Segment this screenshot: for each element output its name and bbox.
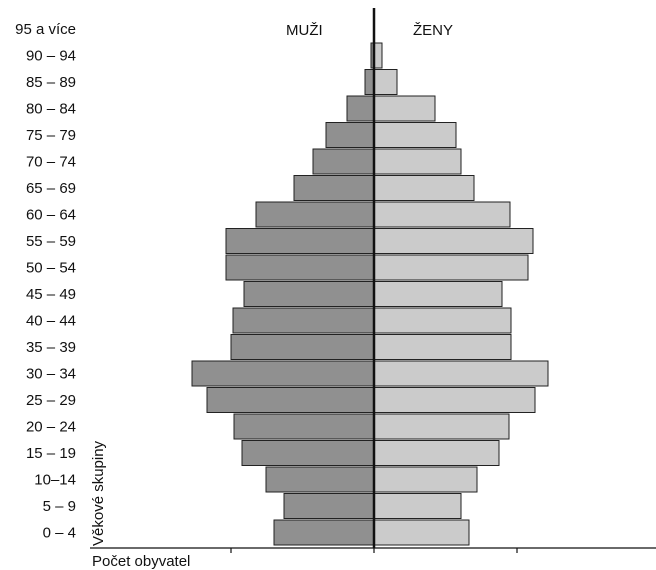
women-bar: [373, 175, 475, 201]
women-bar: [373, 69, 398, 95]
women-bar: [373, 95, 436, 122]
age-group-label: 45 – 49: [26, 286, 76, 303]
age-group-label: 25 – 29: [26, 392, 76, 409]
women-bar: [373, 466, 478, 493]
men-bar: [255, 201, 375, 228]
women-bar: [373, 440, 500, 466]
women-bar: [373, 201, 511, 228]
men-bar: [293, 175, 375, 201]
age-group-label: 20 – 24: [26, 419, 76, 436]
men-bar: [312, 148, 375, 175]
men-bar: [230, 334, 375, 360]
age-group-label: 65 – 69: [26, 180, 76, 197]
women-bar: [373, 360, 549, 387]
women-bar: [373, 228, 534, 254]
men-bar: [325, 122, 375, 148]
age-group-label: 95 a více: [15, 21, 76, 38]
age-group-label: 15 – 19: [26, 445, 76, 462]
age-group-label: 30 – 34: [26, 366, 76, 383]
age-group-label: 40 – 44: [26, 313, 76, 330]
men-bar: [191, 360, 375, 387]
women-bar: [373, 519, 470, 546]
men-bar: [233, 413, 375, 440]
men-bar: [225, 254, 375, 281]
age-group-label: 70 – 74: [26, 154, 76, 171]
age-group-label: 85 – 89: [26, 74, 76, 91]
age-group-label: 50 – 54: [26, 260, 76, 277]
women-bar: [373, 387, 536, 413]
women-header-label: ŽENY: [413, 22, 453, 39]
age-group-label: 75 – 79: [26, 127, 76, 144]
y-axis-title: Věkové skupiny: [90, 440, 107, 546]
men-header-label: MUŽI: [286, 22, 323, 39]
age-group-label: 80 – 84: [26, 101, 76, 118]
women-bar: [373, 281, 503, 307]
age-group-label: 35 – 39: [26, 339, 76, 356]
women-bar: [373, 122, 457, 148]
age-group-label: 5 – 9: [43, 498, 76, 515]
men-bar: [206, 387, 375, 413]
men-bar: [283, 493, 375, 519]
age-group-label: 90 – 94: [26, 48, 76, 65]
women-bar: [373, 307, 512, 334]
women-bar: [373, 254, 529, 281]
age-group-label: 60 – 64: [26, 207, 76, 224]
x-axis-ticks: [230, 548, 518, 553]
age-labels-group: 0 – 4 5 – 9 10–14 15 – 19 20 – 24 25 – 29 30 –…: [15, 21, 76, 542]
men-bar: [243, 281, 375, 307]
women-bar: [373, 413, 510, 440]
age-group-label: 0 – 4: [43, 525, 76, 542]
x-axis-title: Počet obyvatel: [92, 553, 190, 570]
men-bar: [225, 228, 375, 254]
men-bar: [265, 466, 375, 493]
women-bar: [373, 334, 512, 360]
age-group-label: 10–14: [34, 472, 76, 489]
women-bar: [373, 148, 462, 175]
women-bar: [373, 493, 462, 519]
men-bar: [241, 440, 375, 466]
men-bar: [273, 519, 375, 546]
men-bar: [346, 95, 375, 122]
age-group-label: 55 – 59: [26, 233, 76, 250]
men-bar: [364, 69, 375, 95]
bars-group: [191, 42, 549, 546]
men-bar: [232, 307, 375, 334]
